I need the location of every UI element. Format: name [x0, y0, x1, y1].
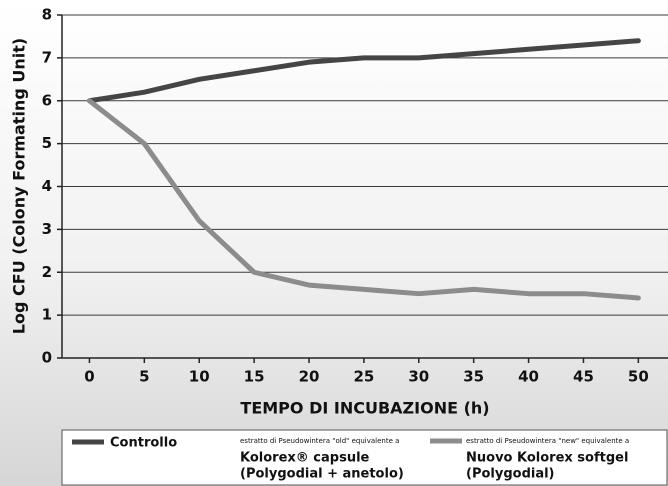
series-line: [86, 98, 641, 301]
legend-label: Controllo: [110, 436, 177, 451]
legend-detail: (Polygodial + anetolo): [240, 467, 404, 482]
y-tick-label: 0: [42, 349, 52, 367]
legend-note: estratto di Pseudowintera "old" equivale…: [240, 437, 399, 445]
legend-box: [61, 429, 668, 486]
x-tick-label: 30: [408, 368, 429, 386]
legend-label: Nuovo Kolorex softgel: [466, 451, 628, 466]
x-tick-label: 10: [189, 368, 210, 386]
x-axis-title: TEMPO DI INCUBAZIONE (h): [240, 399, 489, 418]
y-tick-label: 6: [42, 91, 52, 109]
y-tick-label: 7: [42, 48, 52, 66]
x-tick-label: 20: [299, 368, 320, 386]
x-tick-label: 35: [463, 368, 484, 386]
y-tick-label: 3: [42, 220, 52, 238]
legend: Controllo estratto di Pseudowintera "old"…: [72, 436, 629, 482]
x-tick-label: 25: [353, 368, 374, 386]
x-tick-label: 15: [244, 368, 265, 386]
legend-note: estratto di Pseudowintera "new" equivale…: [466, 437, 629, 445]
y-tick-label: 1: [42, 306, 52, 324]
y-tick-label: 5: [42, 134, 52, 152]
x-tick-label: 0: [84, 368, 94, 386]
y-tick-label: 4: [42, 177, 52, 195]
legend-label: Kolorex® capsule: [240, 451, 370, 466]
x-tick-label: 40: [518, 368, 539, 386]
x-tick-label: 50: [628, 368, 649, 386]
x-tick-label: 45: [573, 368, 594, 386]
y-tick-label: 8: [42, 6, 52, 24]
series-line: [86, 38, 641, 104]
y-tick-label: 2: [42, 263, 52, 281]
legend-detail: (Polygodial): [466, 467, 555, 482]
x-tick-label: 5: [139, 368, 149, 386]
y-axis-title: Log CFU (Colony Formating Unit): [10, 38, 29, 334]
